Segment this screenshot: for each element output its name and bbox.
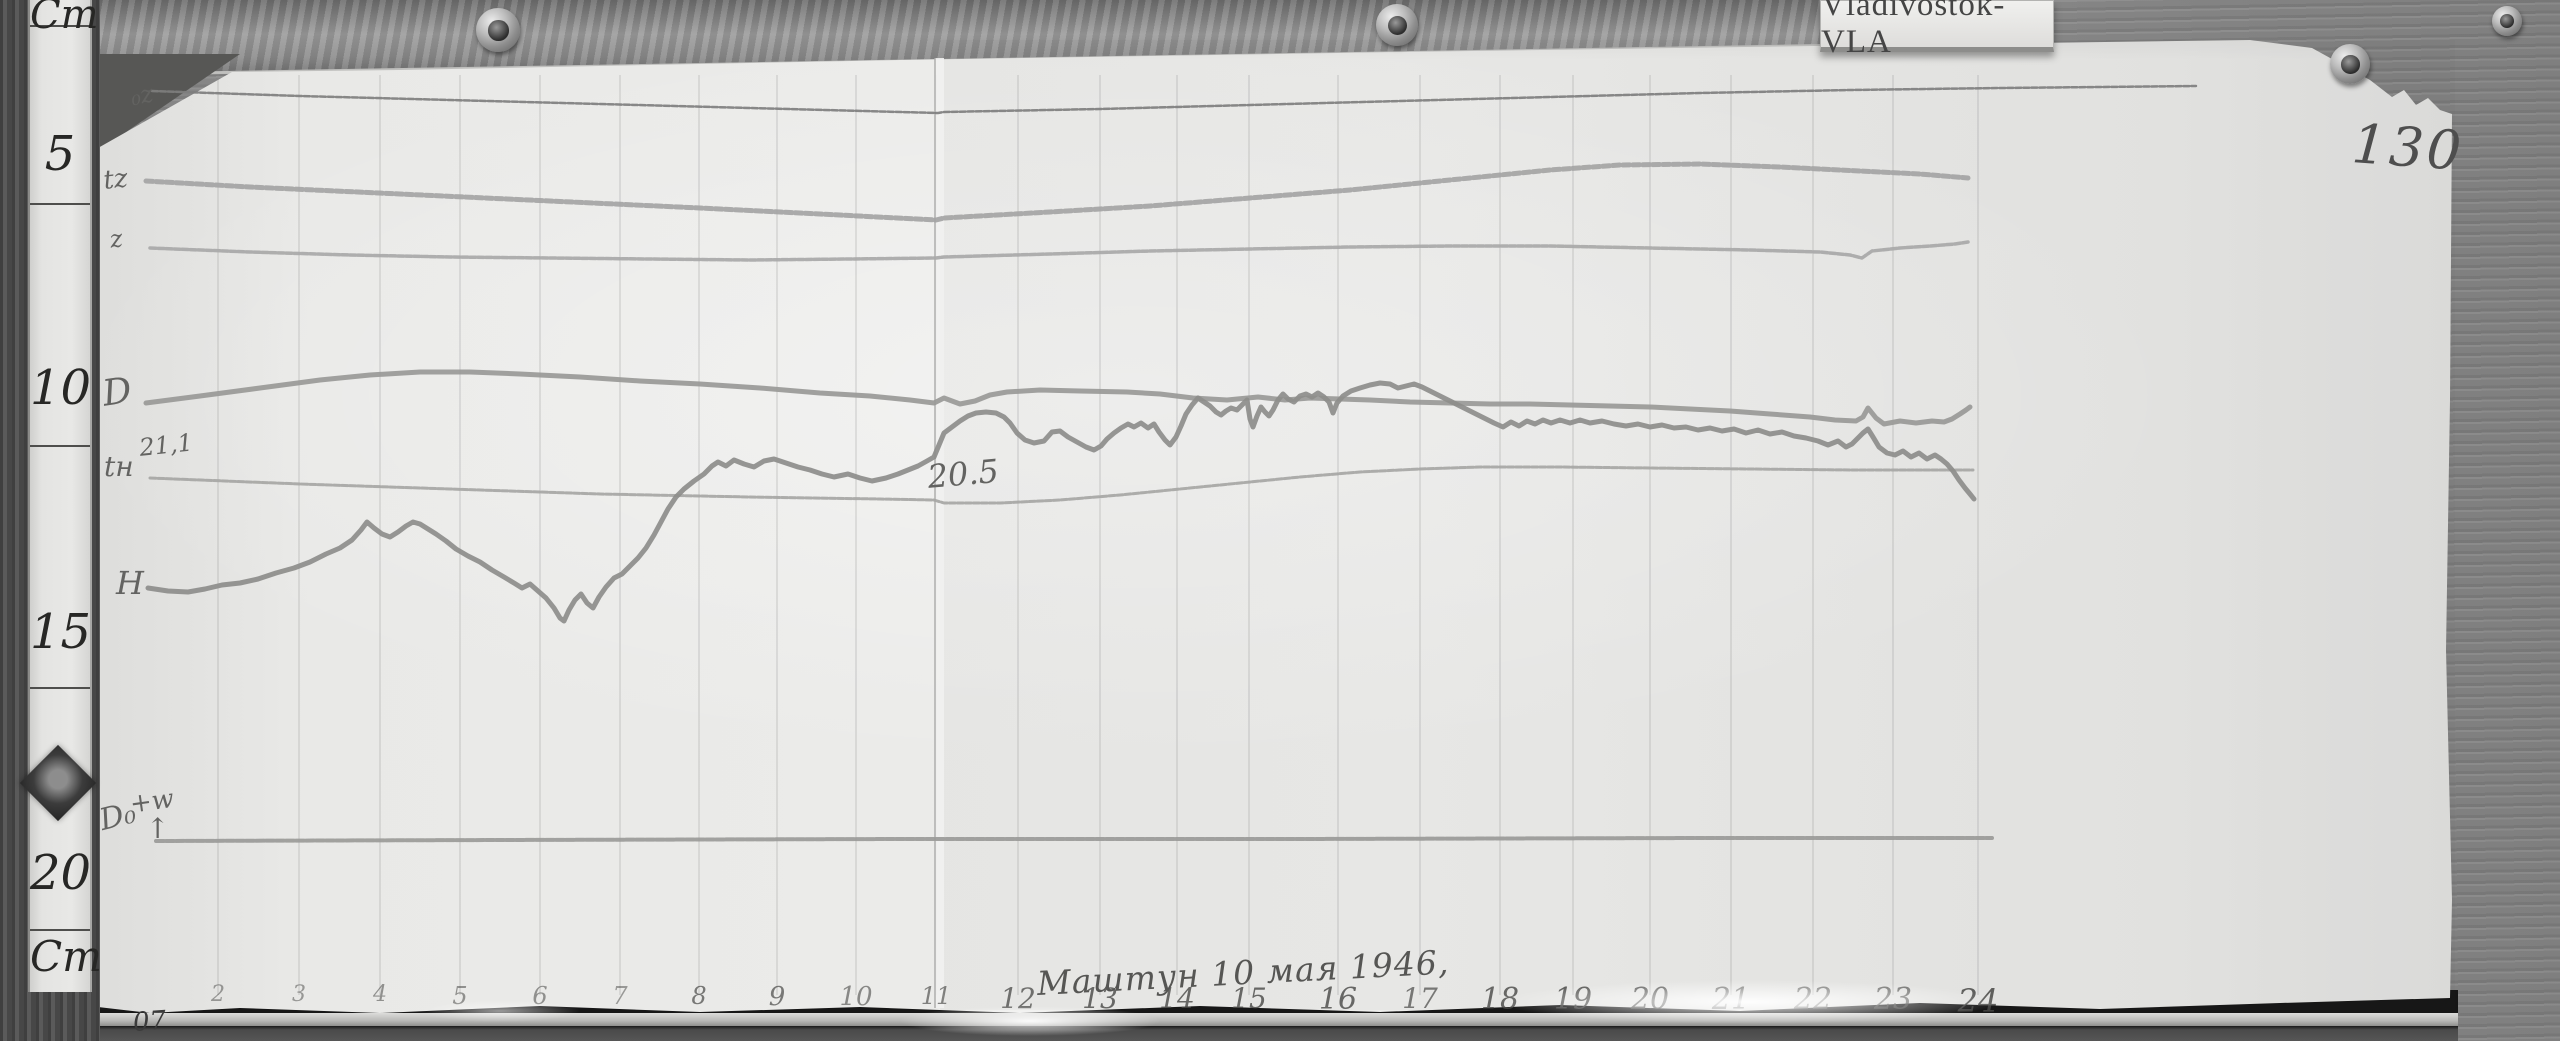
screw-icon xyxy=(2492,6,2522,36)
cm-ruler: Cm 5 10 15 20 Cm xyxy=(0,0,102,1041)
screw-slot-icon xyxy=(488,20,509,41)
glare-highlight xyxy=(1500,980,2000,1024)
screw-slot-icon xyxy=(2341,55,2360,74)
screw-icon xyxy=(2330,44,2370,84)
ruler-division-line xyxy=(30,203,90,205)
station-label: Vladivostok-VLA xyxy=(1821,0,2006,60)
glare-highlight xyxy=(900,1006,1160,1036)
ruler-mark: 10 xyxy=(30,360,92,416)
ruler-division-line xyxy=(30,25,90,27)
screw-slot-icon xyxy=(1387,15,1408,36)
ruler-division-line xyxy=(30,929,90,931)
ruler-mark: 5 xyxy=(44,126,76,182)
ruler-mark: 20 xyxy=(30,845,92,901)
ruler-division-line xyxy=(30,445,90,447)
screw-slot-icon xyxy=(2500,14,2515,29)
ruler-mark: Cm xyxy=(30,932,102,981)
screw-icon xyxy=(1376,4,1418,46)
ruler-division-line xyxy=(30,687,90,689)
corner-mark: 07 xyxy=(132,1005,168,1038)
sheet-number: 130 xyxy=(2349,112,2467,183)
screw-icon xyxy=(476,8,520,52)
glare-highlight xyxy=(420,1000,580,1022)
ruler-mark: Cm xyxy=(30,0,99,38)
right-sheet xyxy=(940,40,2455,1010)
station-label-plate: Vladivostok-VLA xyxy=(1820,0,2054,60)
ruler-mark: 15 xyxy=(30,604,92,660)
glass-strip xyxy=(58,1013,2458,1026)
cm-ruler-face: Cm 5 10 15 20 Cm xyxy=(28,0,102,992)
